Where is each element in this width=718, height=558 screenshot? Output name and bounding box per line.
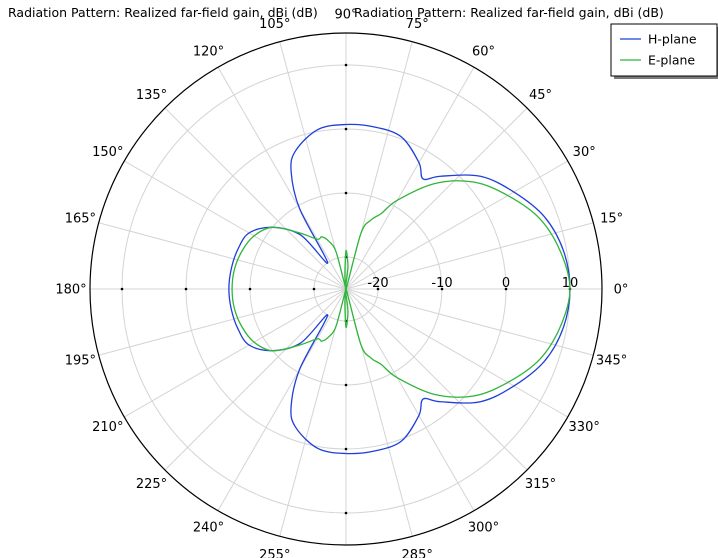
tick-dot-0-0	[504, 287, 508, 291]
tick-dot-180--20	[312, 287, 316, 291]
angle-label-345: 345°	[596, 354, 627, 369]
spoke-60	[345, 67, 475, 290]
tick-dot-90--10	[344, 191, 348, 195]
angle-label-300: 300°	[468, 521, 499, 536]
angle-label-210: 210°	[92, 420, 123, 435]
angle-label-120: 120°	[193, 44, 224, 59]
tick-dot-270-10	[344, 511, 348, 515]
angle-label-45: 45°	[529, 88, 552, 103]
outer-circle	[89, 32, 603, 546]
angle-label-105: 105°	[259, 17, 290, 32]
spoke-135	[164, 107, 347, 290]
spoke-120	[217, 67, 347, 290]
series-e-plane-line	[231, 180, 571, 398]
angle-label-30: 30°	[573, 145, 596, 160]
angle-label-0: 0°	[614, 283, 629, 298]
legend: H-plane E-plane	[610, 23, 718, 79]
angle-label-255: 255°	[259, 548, 290, 558]
tick-dot-180-10	[120, 287, 124, 291]
angle-label-240: 240°	[193, 521, 224, 536]
angle-label-90: 90°	[334, 8, 357, 23]
series-layer	[228, 123, 571, 455]
radial-label--10: -10	[431, 276, 452, 291]
legend-label-e-plane: E-plane	[648, 53, 695, 68]
chart-title-right: Radiation Pattern: Realized far-field ga…	[354, 5, 664, 20]
legend-entries: H-plane E-plane	[620, 32, 697, 68]
axis-labels: 0° 15° 30° 45° 60° 75° 90° 105° 120° 135° 150° 165°…	[55, 8, 628, 558]
angle-label-75: 75°	[406, 17, 429, 32]
spoke-225	[164, 288, 347, 471]
spoke-195	[98, 288, 347, 356]
angle-label-150: 150°	[92, 145, 123, 160]
tick-dot-0--20	[376, 287, 380, 291]
radial-label--20: -20	[367, 276, 388, 291]
series-h-plane-line	[228, 123, 571, 455]
angle-label-60: 60°	[472, 44, 495, 59]
spoke-30	[345, 160, 568, 290]
legend-box	[610, 23, 718, 77]
tick-dot-270-0	[344, 447, 348, 451]
spoke-45	[345, 107, 528, 290]
polar-grid	[89, 32, 603, 546]
angle-label-195: 195°	[65, 354, 96, 369]
angle-label-225: 225°	[136, 477, 167, 492]
spoke-330	[345, 288, 568, 418]
spoke-165	[98, 222, 347, 290]
spoke-345	[345, 288, 594, 356]
tick-dot-90-0	[344, 127, 348, 131]
spoke-300	[345, 288, 475, 511]
radial-label-10: 10	[562, 276, 579, 291]
angle-label-315: 315°	[525, 477, 556, 492]
angle-label-165: 165°	[65, 211, 96, 226]
angle-label-135: 135°	[136, 88, 167, 103]
tick-dot-0--10	[440, 287, 444, 291]
spoke-210	[124, 288, 347, 418]
spoke-150	[124, 160, 347, 290]
spoke-315	[345, 288, 528, 471]
angle-label-180: 180°	[55, 283, 86, 298]
angle-label-330: 330°	[569, 420, 600, 435]
spoke-15	[345, 222, 594, 290]
spoke-240	[217, 288, 347, 511]
angle-label-15: 15°	[600, 211, 623, 226]
tick-dot-90-10	[344, 63, 348, 67]
tick-dot-270--10	[344, 383, 348, 387]
angle-label-285: 285°	[402, 548, 433, 558]
legend-label-h-plane: H-plane	[648, 32, 697, 47]
tick-dot-180-0	[184, 287, 188, 291]
radial-label-0: 0	[502, 276, 510, 291]
tick-dot-180--10	[248, 287, 252, 291]
chart-title-left: Radiation Pattern: Realized far-field ga…	[8, 5, 318, 20]
